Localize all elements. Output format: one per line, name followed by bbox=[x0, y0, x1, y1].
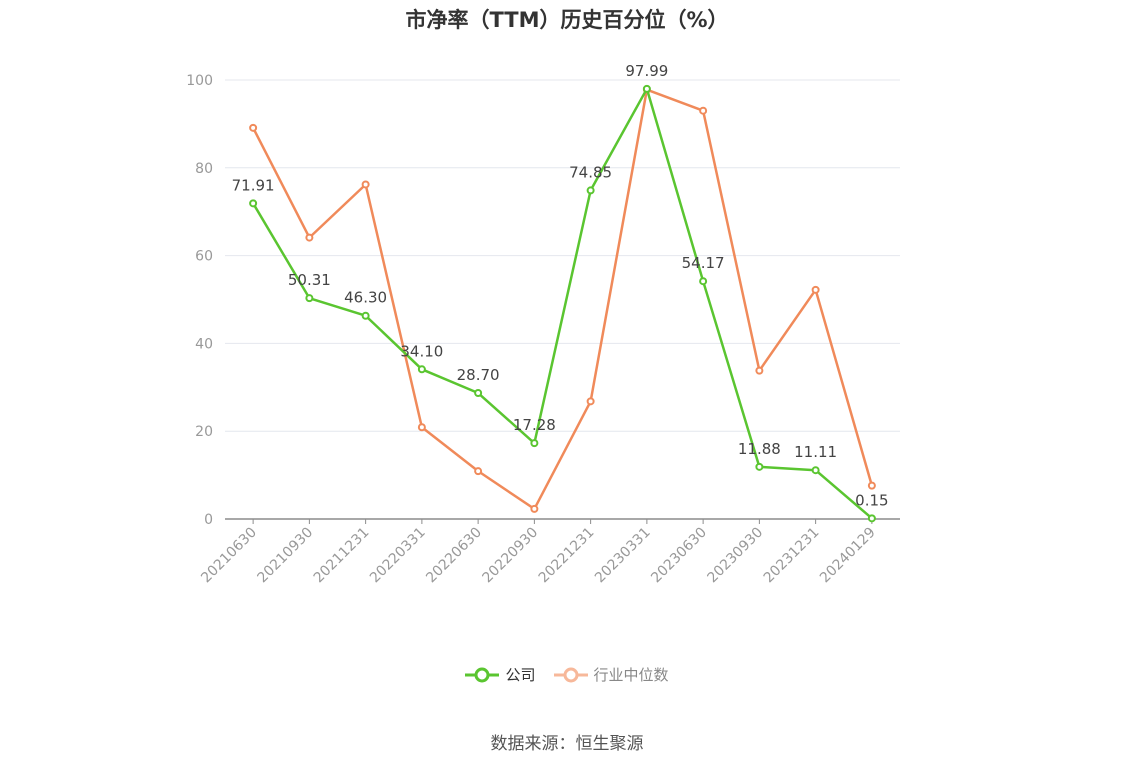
data-point-1 bbox=[867, 481, 876, 490]
data-label: 34.10 bbox=[400, 342, 443, 360]
data-point-0 bbox=[249, 199, 258, 208]
x-tick-label: 20231231 bbox=[761, 525, 823, 587]
data-point-0 bbox=[867, 514, 876, 523]
data-label: 46.30 bbox=[344, 289, 387, 307]
data-point-1 bbox=[586, 397, 595, 406]
grid-lines bbox=[225, 79, 900, 432]
chart-title: 市净率（TTM）历史百分位（%） bbox=[405, 8, 729, 32]
y-tick-label: 20 bbox=[195, 424, 213, 440]
y-tick-label: 80 bbox=[195, 161, 213, 177]
data-point-0 bbox=[586, 186, 595, 195]
legend-swatch-company bbox=[465, 667, 500, 682]
data-point-0 bbox=[474, 389, 483, 398]
data-label: 11.88 bbox=[738, 440, 781, 458]
y-tick-label: 0 bbox=[204, 512, 213, 528]
data-point-0 bbox=[642, 84, 651, 93]
data-label: 54.17 bbox=[682, 254, 725, 272]
data-label: 17.28 bbox=[513, 416, 556, 434]
x-tick-label: 20220930 bbox=[479, 525, 541, 587]
axes: 0204060801002021063020210930202112312022… bbox=[186, 73, 900, 586]
x-tick-label: 20210630 bbox=[198, 525, 260, 587]
x-tick-label: 20210930 bbox=[254, 525, 316, 587]
y-tick-label: 100 bbox=[186, 73, 213, 89]
data-point-1 bbox=[249, 123, 258, 132]
data-point-1 bbox=[530, 504, 539, 513]
data-label: 11.11 bbox=[794, 443, 837, 461]
data-labels: 71.91 50.31 46.30 34.10 28.70 17.28 74.85 97.99… bbox=[232, 62, 889, 510]
data-label: 0.15 bbox=[855, 491, 888, 509]
x-tick-label: 20221231 bbox=[536, 525, 598, 587]
data-point-0 bbox=[417, 365, 426, 374]
legend-swatch-industry-median bbox=[553, 667, 588, 682]
data-point-1 bbox=[474, 467, 483, 476]
legend: 公司 行业中位数 bbox=[0, 664, 1134, 685]
data-label: 28.70 bbox=[457, 366, 500, 384]
data-point-0 bbox=[699, 277, 708, 286]
y-tick-label: 40 bbox=[195, 336, 213, 352]
x-tick-label: 20230331 bbox=[592, 525, 654, 587]
data-label: 71.91 bbox=[232, 176, 275, 194]
data-point-1 bbox=[305, 233, 314, 242]
y-tick-label: 60 bbox=[195, 249, 213, 265]
x-tick-label: 20220331 bbox=[367, 525, 429, 587]
data-point-1 bbox=[417, 423, 426, 432]
legend-item-company[interactable]: 公司 bbox=[465, 664, 536, 685]
data-point-1 bbox=[755, 366, 764, 375]
data-source: 数据来源：恒生聚源 bbox=[490, 734, 644, 754]
legend-item-industry-median[interactable]: 行业中位数 bbox=[553, 664, 669, 685]
legend-label-company: 公司 bbox=[505, 666, 536, 684]
data-label: 74.85 bbox=[569, 163, 612, 181]
data-point-0 bbox=[305, 294, 314, 303]
series-layer bbox=[249, 84, 876, 523]
legend-label-industry-median: 行业中位数 bbox=[593, 666, 669, 684]
data-point-0 bbox=[755, 462, 764, 471]
data-point-1 bbox=[811, 285, 820, 294]
x-tick-label: 20240129 bbox=[817, 525, 879, 587]
series-line-1 bbox=[252, 88, 874, 511]
data-point-0 bbox=[530, 439, 539, 448]
series-line-0 bbox=[252, 87, 873, 520]
data-label: 97.99 bbox=[625, 62, 668, 80]
data-point-0 bbox=[811, 466, 820, 475]
x-tick-label: 20230630 bbox=[648, 525, 710, 587]
data-point-0 bbox=[361, 311, 370, 320]
data-point-1 bbox=[699, 106, 708, 115]
x-tick-label: 20230930 bbox=[704, 525, 766, 587]
data-label: 50.31 bbox=[288, 271, 331, 289]
x-tick-label: 20220630 bbox=[423, 525, 485, 587]
data-point-1 bbox=[361, 180, 370, 189]
x-tick-label: 20211231 bbox=[311, 525, 373, 587]
